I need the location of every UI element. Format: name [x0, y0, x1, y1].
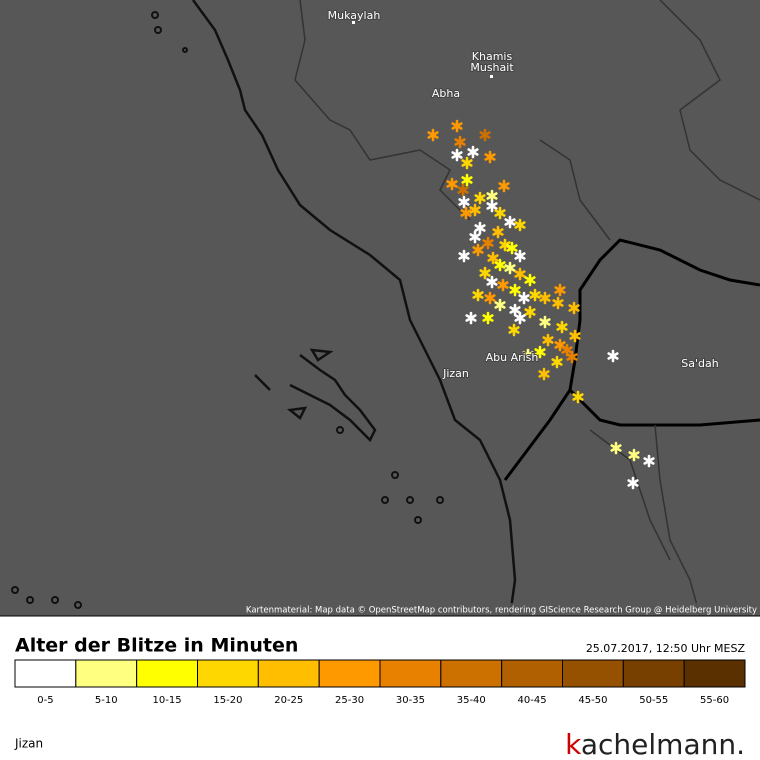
legend-label: 20-25 [274, 695, 303, 706]
legend-label: 5-10 [95, 695, 118, 706]
coastline [191, 0, 517, 617]
border [503, 238, 760, 481]
legend-swatch [683, 659, 746, 688]
legend-label: 55-60 [700, 695, 729, 706]
place-label: Khamis [472, 50, 513, 63]
legend-label: 0-5 [37, 695, 53, 706]
legend: 0-5 5-10 10-15 15-20 20-25 25-30 30-35 35-40 40-… [14, 659, 746, 706]
legend-swatch [257, 659, 320, 688]
map-background [0, 0, 760, 616]
legend-label: 40-45 [518, 695, 547, 706]
place-label: Mukaylah [328, 9, 381, 22]
place-label: Abu Arish [486, 351, 539, 364]
brand-rest: achelmann. [581, 728, 745, 760]
legend-swatch [14, 659, 77, 688]
legend-swatch [136, 659, 199, 688]
legend-swatch [379, 659, 442, 688]
legend-label: 35-40 [457, 695, 486, 706]
legend-swatch [75, 659, 138, 688]
legend-swatch [197, 659, 259, 688]
location: Jizan [14, 737, 43, 751]
legend-label: 30-35 [396, 695, 425, 706]
brand-initial: k [565, 728, 582, 760]
legend-swatch [318, 659, 381, 688]
legend-label: 15-20 [213, 695, 242, 706]
legend-label: 50-55 [639, 695, 668, 706]
legend-swatch [562, 659, 624, 688]
attribution-bg [272, 603, 760, 616]
timestamp: 25.07.2017, 12:50 Uhr MESZ [586, 642, 746, 655]
legend-swatch [501, 659, 563, 688]
place-label: Jizan [442, 367, 469, 380]
place-label: Mushait [470, 61, 514, 74]
legend-title: Alter der Blitze in Minuten [15, 635, 298, 657]
legend-swatch [622, 659, 685, 688]
place-label: Abha [432, 87, 460, 100]
place-label: Sa'dah [681, 357, 718, 370]
admin-lines [294, 0, 760, 617]
attribution: Kartenmaterial: Map data © OpenStreetMap… [246, 606, 757, 616]
islands [11, 11, 444, 609]
brand: kachelmann. [565, 728, 745, 760]
place-dot [490, 75, 493, 78]
legend-label: 45-50 [578, 695, 607, 706]
legend-label: 25-30 [335, 695, 364, 706]
place-dot [352, 21, 355, 24]
legend-label: 10-15 [153, 695, 182, 706]
legend-swatch [440, 659, 503, 688]
